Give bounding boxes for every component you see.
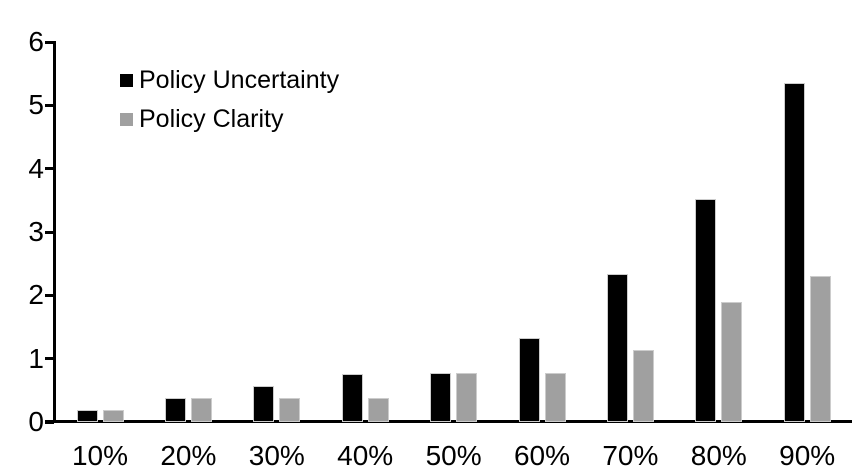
y-axis-tick	[45, 103, 54, 107]
bar-policy-uncertainty	[164, 398, 186, 422]
bar-policy-uncertainty	[341, 374, 363, 422]
x-axis-label: 20%	[160, 440, 217, 471]
y-axis-label: 0	[28, 406, 44, 437]
y-axis-label: 1	[28, 342, 44, 374]
bar-policy-clarity	[190, 398, 212, 422]
legend-item-policy-clarity: Policy Clarity	[120, 105, 339, 133]
legend-item-policy-uncertainty: Policy Uncertainty	[120, 66, 339, 94]
legend-swatch-policy-clarity	[120, 112, 133, 126]
x-axis-label: 60%	[513, 440, 571, 471]
bar-policy-uncertainty	[695, 199, 717, 422]
bar-policy-clarity	[721, 302, 743, 422]
bar-policy-clarity	[279, 398, 301, 422]
y-axis-label: 5	[28, 89, 44, 121]
y-axis-tick	[45, 230, 54, 234]
y-axis-tick	[45, 167, 54, 171]
x-axis-label: 40%	[337, 440, 394, 471]
bar-policy-uncertainty	[253, 386, 275, 422]
x-axis-label: 10%	[71, 440, 129, 471]
y-axis-label: 2	[28, 279, 44, 311]
y-axis-tick	[45, 420, 54, 424]
y-axis-label: 3	[28, 216, 44, 247]
x-axis-label: 50%	[425, 440, 482, 471]
legend-swatch-policy-uncertainty	[120, 73, 133, 87]
bar-policy-clarity	[102, 410, 124, 422]
y-axis-tick	[45, 293, 54, 297]
bar-policy-uncertainty	[518, 338, 540, 422]
y-axis-label: 6	[28, 26, 44, 57]
bar-policy-uncertainty	[606, 274, 628, 422]
bar-policy-uncertainty	[783, 83, 805, 422]
bar-policy-clarity	[367, 398, 389, 422]
x-axis-label: 70%	[602, 440, 659, 471]
y-axis-tick	[45, 357, 54, 361]
bar-policy-clarity	[809, 276, 831, 422]
x-axis-label: 80%	[690, 440, 747, 471]
x-axis-label: 90%	[779, 440, 836, 471]
bar-policy-uncertainty	[76, 410, 98, 422]
bar-policy-clarity	[456, 373, 478, 422]
bar-policy-clarity	[632, 350, 654, 422]
chart-legend: Policy Uncertainty Policy Clarity	[120, 66, 339, 144]
x-axis-label: 30%	[248, 440, 305, 471]
y-axis-label: 4	[28, 152, 44, 184]
legend-label-policy-uncertainty: Policy Uncertainty	[139, 66, 340, 94]
y-axis-tick	[45, 40, 54, 44]
bar-policy-uncertainty	[430, 373, 452, 422]
legend-label-policy-clarity: Policy Clarity	[139, 105, 284, 133]
y-axis-line	[53, 41, 56, 422]
bar-policy-clarity	[544, 373, 566, 422]
